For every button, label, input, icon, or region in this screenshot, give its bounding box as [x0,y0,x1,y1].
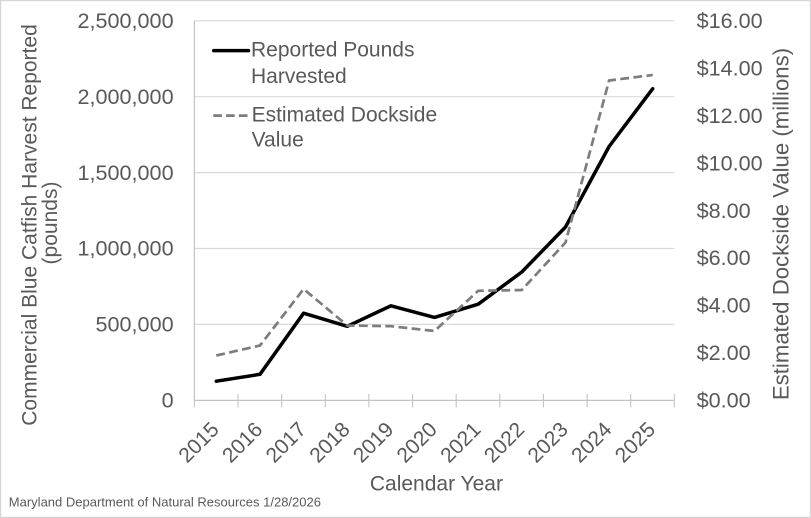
svg-text:$4.00: $4.00 [697,293,751,318]
svg-text:Harvested: Harvested [251,65,347,88]
svg-text:1,500,000: 1,500,000 [78,160,174,185]
svg-text:$12.00: $12.00 [697,103,763,128]
svg-text:0: 0 [162,388,174,413]
svg-text:Calendar Year: Calendar Year [370,473,503,496]
svg-text:Maryland Department of Natural: Maryland Department of Natural Resources… [9,495,321,510]
svg-text:$8.00: $8.00 [697,198,751,223]
svg-text:2,500,000: 2,500,000 [78,8,174,33]
svg-text:2,000,000: 2,000,000 [78,84,174,109]
svg-text:$16.00: $16.00 [697,8,763,33]
svg-text:$0.00: $0.00 [697,388,751,413]
svg-text:1,000,000: 1,000,000 [78,236,174,261]
svg-text:$6.00: $6.00 [697,245,751,270]
svg-text:Reported Pounds: Reported Pounds [251,38,414,61]
svg-text:$14.00: $14.00 [697,55,763,80]
svg-text:$10.00: $10.00 [697,150,763,175]
svg-text:$2.00: $2.00 [697,340,751,365]
svg-text:Commercial Blue Catfish Harves: Commercial Blue Catfish Harvest Reported [18,24,41,425]
svg-text:Estimated Dockside Value (mill: Estimated Dockside Value (millions) [769,48,794,400]
svg-text:Estimated Dockside: Estimated Dockside [252,104,438,127]
svg-text:Value: Value [252,128,304,151]
svg-text:500,000: 500,000 [96,312,174,337]
svg-text:(pounds): (pounds) [39,182,62,265]
